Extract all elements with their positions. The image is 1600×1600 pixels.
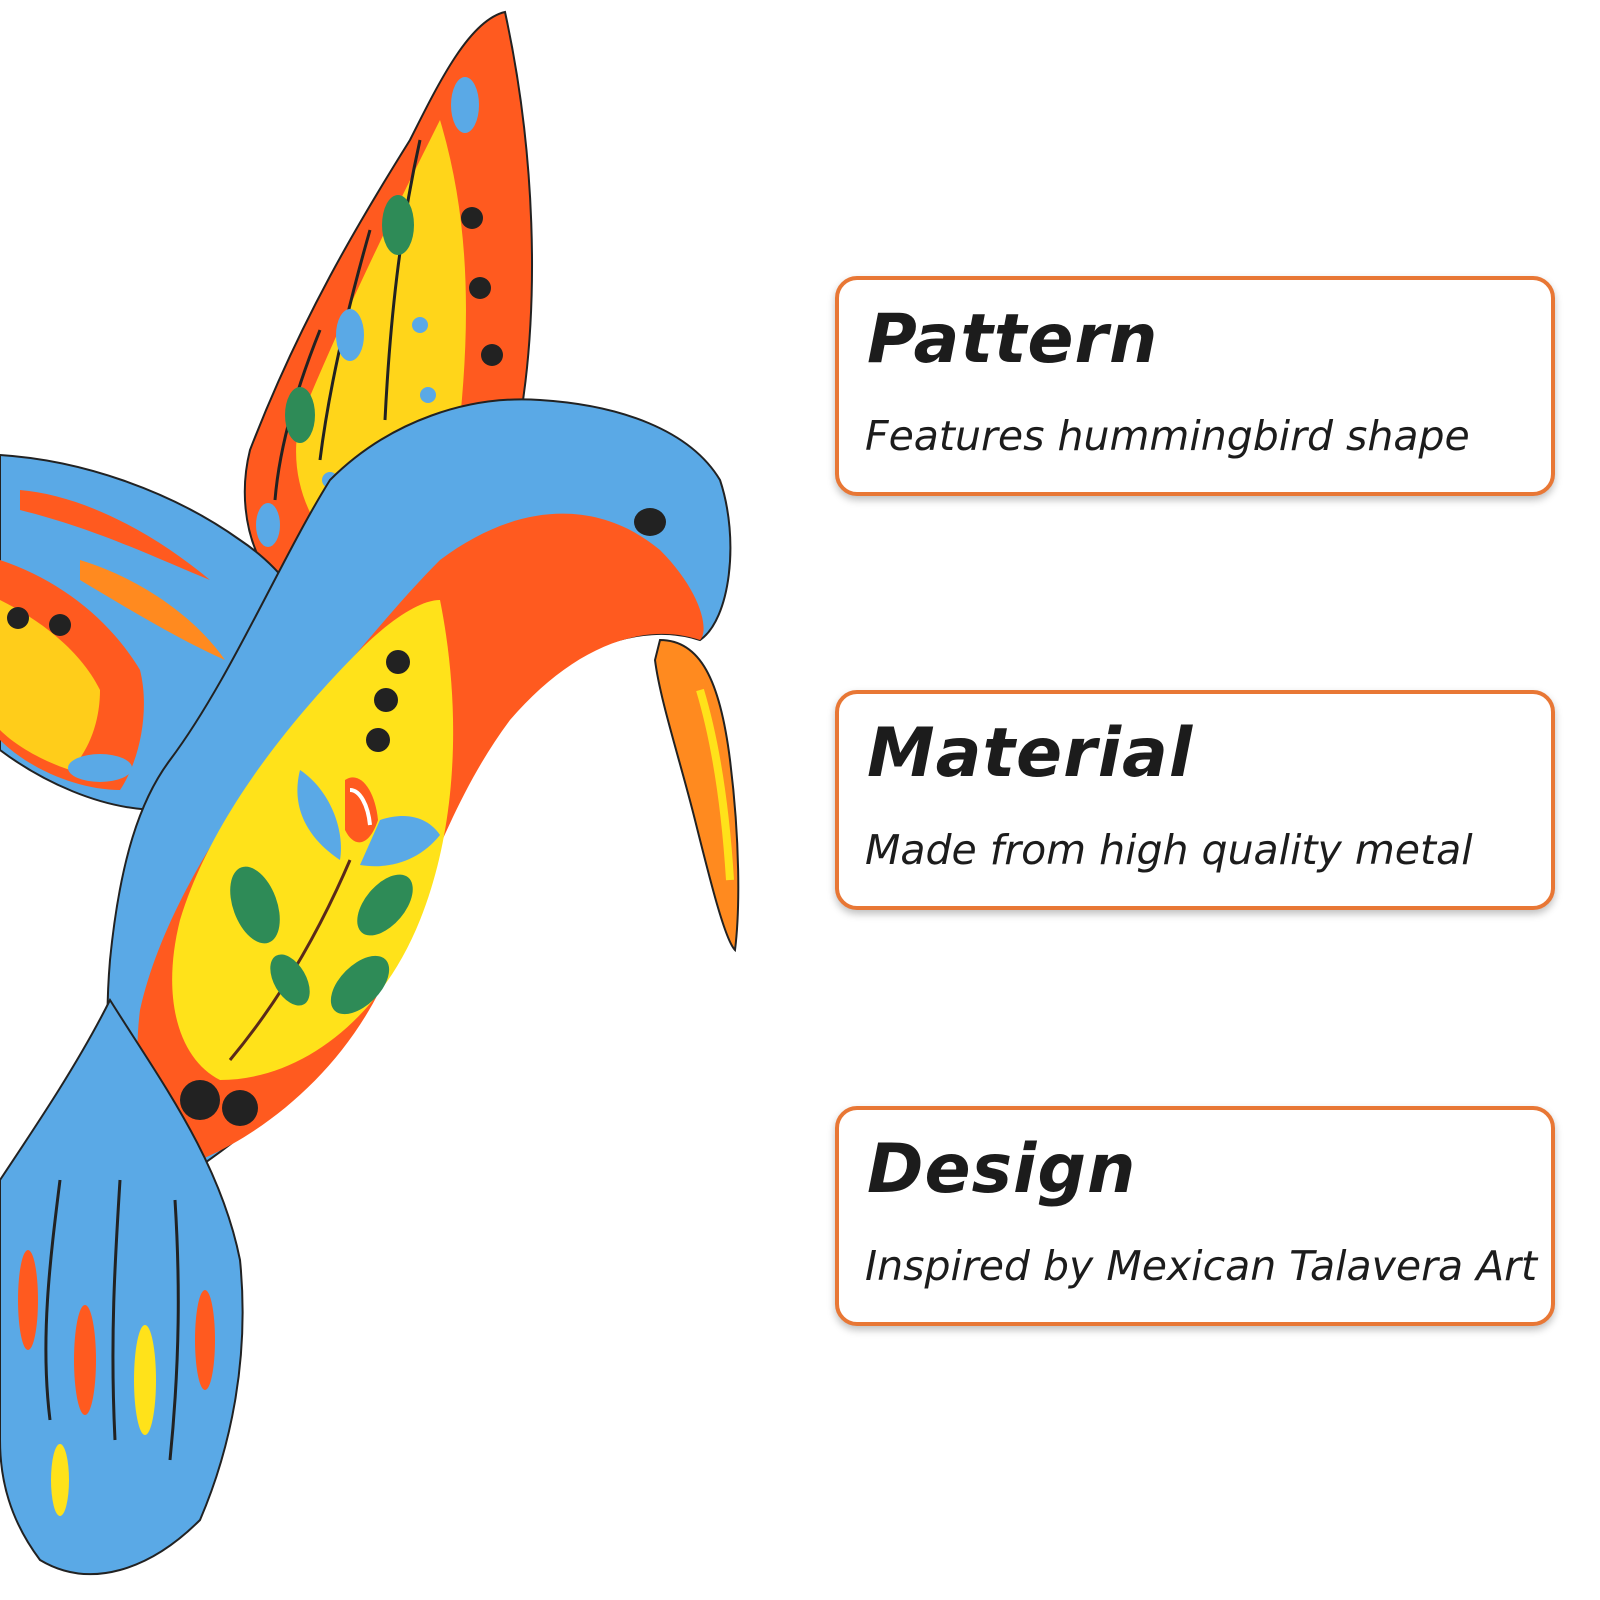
feature-description: Features hummingbird shape — [865, 412, 1470, 460]
feature-title: Material — [867, 714, 1194, 793]
feature-description: Made from high quality metal — [865, 826, 1473, 874]
hummingbird-artwork-icon — [0, 10, 740, 1575]
feature-title: Pattern — [867, 300, 1159, 379]
feature-card-material: Material Made from high quality metal — [835, 690, 1555, 910]
feature-title: Design — [867, 1130, 1137, 1209]
feature-card-design: Design Inspired by Mexican Talavera Art — [835, 1106, 1555, 1326]
feature-description: Inspired by Mexican Talavera Art — [865, 1242, 1538, 1290]
feature-card-pattern: Pattern Features hummingbird shape — [835, 276, 1555, 496]
